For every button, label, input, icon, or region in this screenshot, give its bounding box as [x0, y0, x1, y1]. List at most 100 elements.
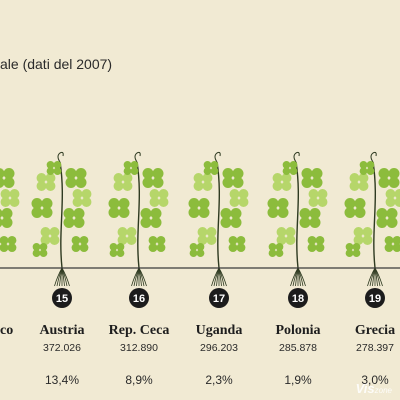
tendril: [134, 151, 141, 163]
leaf: [229, 189, 249, 207]
leaf: [359, 161, 375, 175]
country-label: Grecia: [355, 323, 395, 338]
leaf: [282, 161, 298, 175]
country-label: Austria: [39, 323, 84, 338]
rank-badge: [52, 288, 72, 308]
share-value: 1,9%: [284, 373, 312, 387]
stem: [216, 161, 221, 269]
stem: [372, 161, 377, 269]
share-value: 13,4%: [45, 373, 79, 387]
labels-layer: 15 Austria 372.026 13,4% 16 Rep. Ceca 312.890 8…: [0, 293, 395, 387]
leaf: [108, 198, 130, 218]
leaf: [189, 243, 205, 257]
rank-number: 15: [56, 293, 68, 305]
plant: [267, 151, 328, 308]
tendril: [214, 151, 221, 163]
share-value: 8,9%: [125, 373, 153, 387]
plants-layer: [0, 151, 400, 308]
plant: [188, 151, 249, 308]
area-value: 285.878: [279, 342, 317, 354]
leaf: [140, 208, 162, 228]
watermark-sub: zone: [374, 386, 392, 395]
chart-title-fragment: ale (dati del 2007): [0, 56, 113, 72]
country-label: Rep. Ceca: [109, 323, 170, 338]
roots: [211, 267, 227, 287]
leaf: [149, 189, 169, 207]
area-value: 278.397: [356, 342, 394, 354]
tendril: [370, 151, 377, 163]
leaf: [123, 161, 139, 175]
rank-badge: [129, 288, 149, 308]
leaf: [344, 198, 366, 218]
rank-badge: [288, 288, 308, 308]
rank-badge: [209, 288, 229, 308]
leaf: [148, 236, 166, 253]
leaf: [63, 208, 85, 228]
leaf: [117, 227, 137, 245]
leaf: [384, 236, 400, 253]
leaf: [228, 236, 246, 253]
plant: [108, 151, 169, 308]
leaf: [0, 236, 17, 253]
leaf: [32, 243, 48, 257]
leaf: [31, 198, 53, 218]
leaf: [345, 243, 361, 257]
leaf: [0, 168, 15, 188]
leaf: [197, 227, 217, 245]
share-value: 3,0%: [361, 373, 389, 387]
plant: [31, 151, 92, 308]
plant: [344, 151, 400, 308]
leaf: [299, 208, 321, 228]
leaf: [113, 173, 133, 191]
rank-badge: [365, 288, 385, 308]
tendril: [57, 151, 64, 163]
area-value: 372.026: [43, 342, 81, 354]
partial-country-label: co: [0, 323, 13, 338]
rank-number: 18: [292, 293, 304, 305]
leaf: [193, 173, 213, 191]
leaf: [268, 243, 284, 257]
country-label: Uganda: [196, 323, 243, 338]
leaf: [188, 198, 210, 218]
leaf: [353, 227, 373, 245]
stem: [136, 161, 141, 269]
leaf: [142, 168, 164, 188]
roots: [54, 267, 70, 287]
stem: [295, 161, 300, 269]
leaf: [276, 227, 296, 245]
leaf: [378, 168, 400, 188]
leaf: [222, 168, 244, 188]
leaf: [308, 189, 328, 207]
plant: [0, 168, 20, 253]
leaf: [220, 208, 242, 228]
leaf: [0, 189, 20, 207]
watermark: Viszone: [356, 381, 392, 396]
leaf: [301, 168, 323, 188]
tendril: [293, 151, 300, 163]
leaf: [46, 161, 62, 175]
stem: [59, 161, 64, 269]
roots: [131, 267, 147, 287]
country-label: Polonia: [275, 323, 320, 338]
share-value: 2,3%: [205, 373, 233, 387]
watermark-main: Vis: [355, 381, 375, 396]
area-value: 312.890: [120, 342, 158, 354]
leaf: [376, 208, 398, 228]
leaf: [385, 189, 400, 207]
leaf: [72, 189, 92, 207]
rank-number: 16: [133, 293, 145, 305]
leaf: [307, 236, 325, 253]
roots: [367, 267, 383, 287]
leaf: [349, 173, 369, 191]
leaf: [272, 173, 292, 191]
leaf: [36, 173, 56, 191]
rank-number: 17: [213, 293, 225, 305]
leaf: [203, 161, 219, 175]
roots: [290, 267, 306, 287]
leaf: [0, 208, 13, 228]
leaf: [109, 243, 125, 257]
area-value: 296.203: [200, 342, 238, 354]
leaf: [71, 236, 89, 253]
rank-number: 19: [369, 293, 381, 305]
